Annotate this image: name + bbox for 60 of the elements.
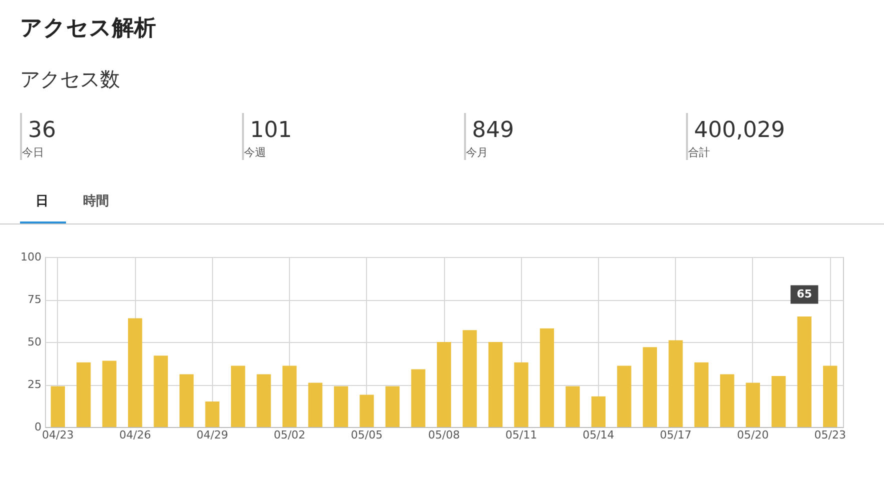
text: 今日 bbox=[22, 146, 44, 159]
bar bbox=[76, 362, 91, 427]
x-tick-label: 05/17 bbox=[660, 428, 692, 442]
bar bbox=[591, 396, 606, 427]
bar bbox=[488, 342, 503, 427]
bar bbox=[256, 374, 271, 427]
bar bbox=[230, 366, 246, 427]
text: 日 bbox=[36, 194, 48, 209]
bar bbox=[102, 360, 116, 427]
x-tick-label: 04/29 bbox=[196, 428, 228, 442]
bar bbox=[566, 386, 580, 427]
y-tick-label: 75 bbox=[28, 293, 42, 306]
bar bbox=[50, 386, 65, 427]
text: 400,029 bbox=[694, 118, 785, 143]
bar bbox=[823, 366, 838, 427]
bar bbox=[436, 342, 452, 427]
bar bbox=[720, 374, 734, 427]
text: 時間 bbox=[83, 194, 109, 209]
x-tick-label: 04/26 bbox=[119, 428, 151, 442]
bar bbox=[154, 356, 168, 427]
text: 36 bbox=[28, 118, 56, 143]
chart-subtitle: アクセス数 bbox=[20, 67, 120, 91]
text: 849 bbox=[472, 118, 514, 143]
data-label: 65 bbox=[796, 288, 812, 300]
text: 合計 bbox=[688, 146, 710, 159]
x-tick-label: 05/23 bbox=[814, 428, 846, 442]
bar bbox=[180, 374, 194, 427]
bar bbox=[617, 366, 632, 427]
bar bbox=[282, 366, 297, 427]
x-tick-label: 05/20 bbox=[737, 428, 769, 442]
bar bbox=[772, 376, 786, 427]
bar bbox=[694, 362, 708, 427]
bar bbox=[205, 402, 220, 427]
bar bbox=[308, 382, 322, 427]
bar bbox=[746, 382, 760, 427]
chart-title: アクセス解析 bbox=[20, 16, 156, 41]
text: 今月 bbox=[466, 146, 488, 159]
bar bbox=[514, 362, 528, 427]
text: 今週 bbox=[244, 146, 266, 159]
bar bbox=[411, 369, 426, 427]
y-tick-label: 0 bbox=[34, 420, 42, 434]
y-tick-label: 100 bbox=[20, 250, 42, 264]
x-tick-label: 04/23 bbox=[42, 428, 74, 442]
bar bbox=[462, 330, 477, 427]
bar bbox=[668, 340, 683, 427]
bar bbox=[540, 328, 554, 427]
x-tick-label: 05/05 bbox=[350, 428, 383, 442]
text: 101 bbox=[250, 118, 292, 143]
bar bbox=[797, 316, 812, 427]
bar bbox=[385, 386, 400, 427]
y-tick-label: 50 bbox=[28, 336, 42, 348]
x-tick-label: 05/11 bbox=[505, 428, 538, 442]
x-tick-label: 05/08 bbox=[428, 428, 460, 442]
x-tick-label: 05/02 bbox=[274, 428, 306, 442]
y-tick-label: 25 bbox=[28, 378, 42, 391]
bar bbox=[360, 394, 374, 427]
bar bbox=[642, 347, 658, 427]
bar bbox=[128, 318, 142, 427]
bar bbox=[334, 386, 348, 427]
x-tick-label: 05/14 bbox=[582, 428, 614, 442]
